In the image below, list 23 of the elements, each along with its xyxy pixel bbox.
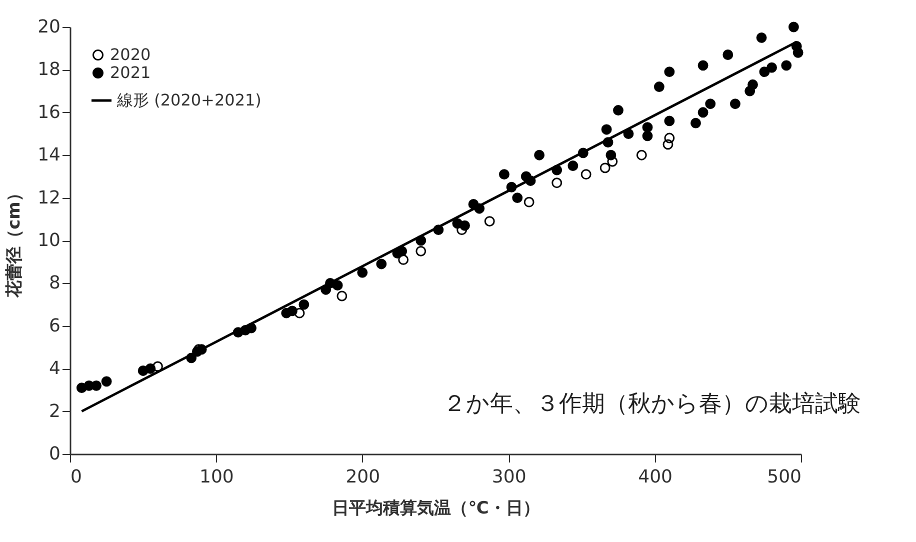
y-tick-label: 14: [38, 144, 60, 166]
legend-label: 2020: [110, 45, 151, 64]
annotation: ２か年、３作期（秋から春）の栽培試験: [443, 391, 861, 417]
x-tick-label: 300: [492, 466, 526, 488]
y-tick-label: 4: [49, 358, 60, 380]
y-tick-label: 8: [49, 272, 60, 294]
x-axis-title: 日平均積算気温（℃・日）: [332, 498, 540, 518]
x-tick-label: 200: [346, 466, 380, 488]
x-tick-label: 100: [200, 466, 234, 488]
y-tick-label: 12: [38, 187, 60, 208]
y-tick-label: 2: [49, 400, 60, 422]
y-tick-label: 18: [38, 59, 60, 80]
y-axis-title: 花蕾径（cm）: [4, 184, 25, 298]
legend-label: 線形 (2020+2021): [116, 90, 262, 110]
legend-label: 2021: [110, 63, 151, 82]
x-tick-label: 400: [638, 466, 672, 488]
y-tick-label: 6: [49, 315, 60, 336]
y-tick-label: 16: [38, 102, 60, 123]
y-tick-label: 0: [49, 444, 60, 464]
x-tick-label: 0: [70, 466, 82, 488]
y-tick-label: 20: [38, 16, 60, 38]
y-tick-label: 10: [38, 230, 60, 251]
x-tick-label: 500: [767, 466, 802, 488]
